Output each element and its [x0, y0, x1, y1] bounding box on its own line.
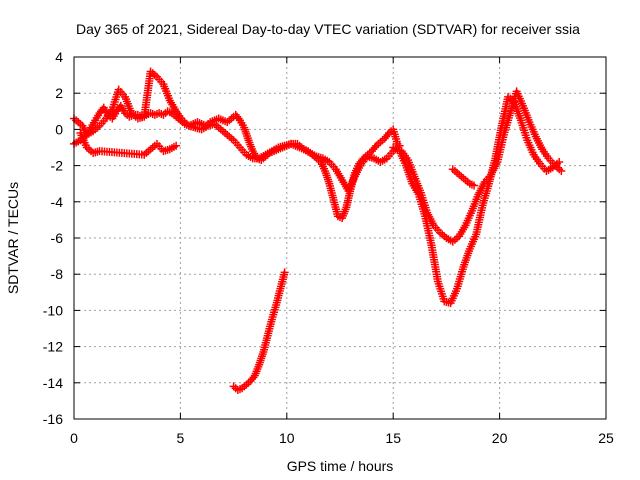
y-tick-label: 4 [55, 49, 63, 65]
data-point [383, 130, 392, 139]
y-tick-label: -14 [43, 375, 63, 391]
x-axis-title: GPS time / hours [287, 458, 394, 474]
grid [74, 57, 606, 419]
series-s5 [397, 87, 566, 246]
data-point [470, 181, 479, 190]
data-point [280, 268, 289, 277]
y-tick-label: -8 [51, 266, 64, 282]
x-tick-label: 20 [492, 430, 508, 446]
y-tick-label: -4 [51, 194, 64, 210]
x-tick-label: 5 [177, 430, 185, 446]
series-s3 [76, 129, 181, 159]
series-s2 [70, 67, 404, 195]
y-tick-label: -10 [43, 302, 63, 318]
y-tick-label: -6 [51, 230, 64, 246]
y-tick-label: 0 [55, 121, 63, 137]
data-point [172, 141, 181, 150]
y-tick-label: 2 [55, 85, 63, 101]
data-point [234, 114, 243, 123]
x-tick-label: 10 [279, 430, 295, 446]
chart-title: Day 365 of 2021, Sidereal Day-to-day VTE… [76, 21, 580, 37]
series-s1 [70, 101, 402, 223]
series-s7 [229, 268, 289, 395]
y-tick-label: -12 [43, 339, 63, 355]
y-tick-label: -16 [43, 411, 63, 427]
data-layer [70, 67, 566, 395]
series-s6 [448, 165, 479, 190]
y-tick-label: -2 [51, 158, 64, 174]
y-axis-title: SDTVAR / TECUs [5, 182, 21, 294]
x-tick-label: 25 [598, 430, 614, 446]
x-tick-label: 15 [385, 430, 401, 446]
data-point [555, 157, 564, 166]
series-s4 [389, 92, 564, 308]
data-point [557, 167, 566, 176]
x-tick-label: 0 [70, 430, 78, 446]
data-point [370, 143, 379, 152]
